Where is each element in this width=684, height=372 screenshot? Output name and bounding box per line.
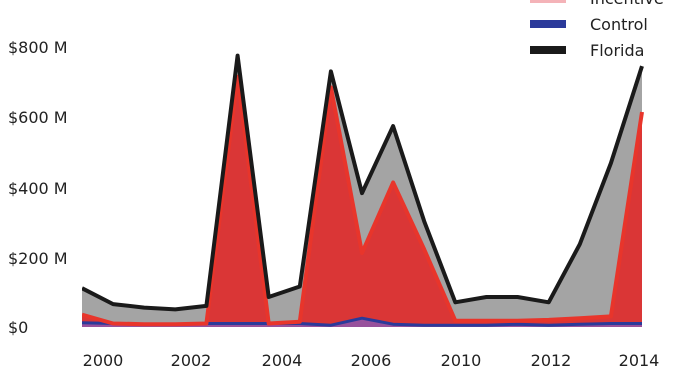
legend-swatch-incentive bbox=[530, 0, 566, 3]
legend: Incentive Control Florida bbox=[530, 0, 664, 60]
legend-swatch-control bbox=[530, 20, 566, 28]
x-tick-label: 2006 bbox=[351, 351, 392, 370]
y-tick-label: $600 M bbox=[8, 108, 68, 127]
florida-line bbox=[82, 53, 644, 312]
x-axis: 2000 2002 2004 2006 2010 2012 2014 bbox=[83, 351, 660, 370]
incentive-area bbox=[82, 76, 642, 327]
x-tick-label: 2004 bbox=[262, 351, 303, 370]
plot-area bbox=[82, 53, 644, 327]
x-tick-label: 2014 bbox=[619, 351, 660, 370]
incentive-line bbox=[82, 74, 644, 327]
y-tick-label: $400 M bbox=[8, 179, 68, 198]
y-axis: $0 $200 M $400 M $600 M $800 M bbox=[8, 38, 68, 337]
y-tick-label: $800 M bbox=[8, 38, 68, 57]
x-tick-label: 2010 bbox=[441, 351, 482, 370]
y-tick-label: $0 bbox=[8, 318, 28, 337]
legend-swatch-florida bbox=[530, 46, 566, 54]
x-tick-label: 2002 bbox=[171, 351, 212, 370]
y-tick-label: $200 M bbox=[8, 249, 68, 268]
x-tick-label: 2000 bbox=[83, 351, 124, 370]
legend-label-control: Control bbox=[590, 15, 648, 34]
legend-label-florida: Florida bbox=[590, 41, 644, 60]
legend-label-incentive: Incentive bbox=[590, 0, 664, 8]
x-tick-label: 2012 bbox=[531, 351, 572, 370]
